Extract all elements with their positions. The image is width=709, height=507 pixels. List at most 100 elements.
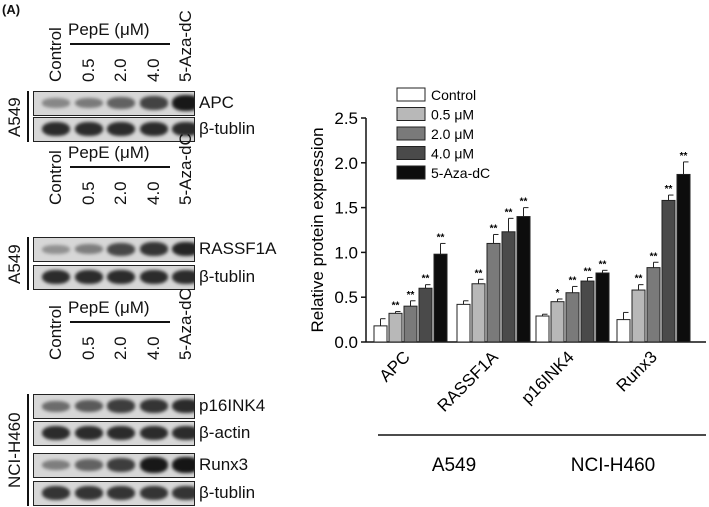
y-tick-label: 0.0 bbox=[334, 333, 358, 352]
significance-label: ** bbox=[505, 207, 513, 218]
blot-row bbox=[33, 117, 195, 142]
treatment-bracket bbox=[70, 321, 170, 323]
blot-band bbox=[42, 244, 70, 254]
significance-label: ** bbox=[437, 232, 445, 243]
blot-band bbox=[75, 269, 103, 285]
blot-band bbox=[75, 425, 103, 441]
legend-label: 4.0 μM bbox=[431, 146, 474, 162]
bar bbox=[550, 301, 565, 343]
legend-swatch bbox=[396, 107, 426, 121]
significance-label: ** bbox=[650, 251, 658, 262]
significance-label: ** bbox=[680, 151, 688, 162]
blot-band bbox=[140, 486, 168, 500]
y-tick-label: 2.5 bbox=[334, 109, 358, 128]
significance-label: ** bbox=[665, 184, 673, 195]
legend-swatch bbox=[396, 126, 426, 141]
blot-band bbox=[172, 121, 194, 137]
treatment-bracket bbox=[70, 166, 170, 168]
bar bbox=[388, 312, 403, 343]
group-label: NCI-H460 bbox=[571, 455, 655, 476]
blot-row bbox=[33, 237, 195, 262]
bar bbox=[535, 315, 550, 343]
blot-row bbox=[33, 481, 195, 506]
blot-band bbox=[107, 242, 135, 256]
blot-band bbox=[172, 269, 194, 285]
blot-band bbox=[75, 121, 103, 137]
blot-band bbox=[107, 458, 135, 472]
blot-band bbox=[75, 244, 103, 254]
blot-band bbox=[107, 486, 135, 500]
treatment-label: PepE (μM) bbox=[68, 20, 150, 39]
bar bbox=[403, 305, 418, 343]
blot-band bbox=[42, 486, 70, 500]
significance-label: ** bbox=[584, 266, 592, 277]
bar bbox=[616, 319, 631, 343]
blot-row bbox=[33, 91, 195, 116]
category-label: APC bbox=[376, 347, 414, 385]
bar bbox=[646, 267, 661, 343]
protein-label: β-tublin bbox=[199, 483, 256, 502]
bar bbox=[631, 289, 646, 343]
blot-band bbox=[140, 121, 168, 137]
category-label: RASSF1A bbox=[434, 347, 503, 416]
panel-label: (A) bbox=[2, 2, 21, 17]
legend-label: 2.0 μM bbox=[431, 126, 474, 142]
blot-band bbox=[172, 425, 194, 441]
cell-line-bar bbox=[27, 91, 29, 142]
bar bbox=[580, 280, 595, 343]
significance-label: ** bbox=[520, 197, 528, 208]
bar bbox=[456, 303, 471, 343]
blot-band bbox=[107, 269, 135, 285]
significance-label: ** bbox=[475, 268, 483, 279]
protein-label: APC bbox=[199, 93, 234, 112]
protein-label: Runx3 bbox=[199, 455, 249, 474]
bar bbox=[471, 283, 486, 343]
treatment-label: PepE (μM) bbox=[68, 143, 150, 162]
blot-band bbox=[107, 399, 135, 413]
bar bbox=[661, 199, 676, 343]
blot-band bbox=[42, 121, 70, 137]
bar bbox=[486, 242, 501, 343]
category-label: p16INK4 bbox=[518, 347, 578, 407]
blot-band bbox=[75, 459, 103, 471]
bar bbox=[595, 272, 610, 343]
significance-label: ** bbox=[422, 274, 430, 285]
bar bbox=[565, 292, 580, 343]
blot-band bbox=[75, 400, 103, 412]
blot-row bbox=[33, 394, 195, 419]
blot-band bbox=[172, 457, 194, 473]
blot-band bbox=[140, 269, 168, 285]
legend-swatch bbox=[396, 146, 426, 160]
y-axis-title: Relative protein expression bbox=[308, 127, 327, 332]
blot-band bbox=[42, 460, 70, 470]
blot-band bbox=[42, 425, 70, 441]
y-tick-label: 1.5 bbox=[334, 199, 358, 218]
legend-swatch bbox=[396, 165, 426, 180]
blot-row bbox=[33, 453, 195, 478]
significance-label: ** bbox=[407, 290, 415, 301]
blot-band bbox=[75, 97, 103, 109]
significance-label: ** bbox=[599, 259, 607, 270]
blot-band bbox=[172, 95, 194, 111]
blot-band bbox=[140, 242, 168, 256]
protein-label: p16INK4 bbox=[199, 396, 266, 415]
blot-band bbox=[75, 486, 103, 500]
blot-band bbox=[140, 96, 168, 110]
bar bbox=[373, 325, 388, 343]
y-tick-label: 2.0 bbox=[334, 154, 358, 173]
significance-label: * bbox=[556, 288, 560, 299]
blot-band bbox=[172, 486, 194, 500]
significance-label: ** bbox=[392, 301, 400, 312]
blot-band bbox=[107, 425, 135, 441]
protein-label: RASSF1A bbox=[199, 239, 277, 258]
legend-label: Control bbox=[431, 87, 476, 103]
bar bbox=[418, 287, 433, 343]
protein-label: β-actin bbox=[199, 423, 251, 442]
blot-band bbox=[42, 98, 70, 108]
blot-band bbox=[172, 398, 194, 414]
significance-label: ** bbox=[569, 275, 577, 286]
y-tick-label: 0.5 bbox=[334, 288, 358, 307]
category-label: Runx3 bbox=[613, 347, 661, 395]
y-tick-label: 1.0 bbox=[334, 243, 358, 262]
